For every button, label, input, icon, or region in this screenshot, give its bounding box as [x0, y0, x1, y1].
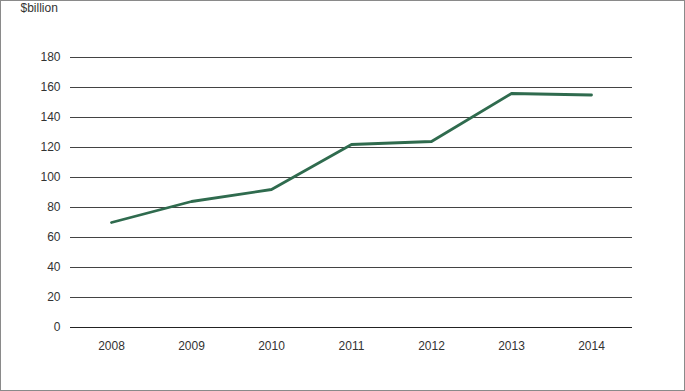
svg-text:160: 160 — [40, 80, 60, 94]
svg-text:2008: 2008 — [98, 339, 125, 353]
svg-text:80: 80 — [47, 200, 61, 214]
svg-text:140: 140 — [40, 110, 60, 124]
svg-text:2011: 2011 — [339, 339, 365, 353]
svg-text:20: 20 — [47, 290, 61, 304]
svg-text:$billion: $billion — [21, 1, 58, 15]
svg-text:2013: 2013 — [498, 339, 525, 353]
svg-text:2012: 2012 — [418, 339, 445, 353]
svg-text:60: 60 — [47, 230, 61, 244]
svg-text:2010: 2010 — [258, 339, 285, 353]
svg-text:40: 40 — [47, 260, 61, 274]
svg-text:0: 0 — [54, 320, 61, 334]
svg-text:100: 100 — [40, 170, 60, 184]
svg-text:2009: 2009 — [178, 339, 205, 353]
svg-text:180: 180 — [40, 50, 60, 64]
svg-text:2014: 2014 — [578, 339, 605, 353]
svg-text:120: 120 — [40, 140, 60, 154]
